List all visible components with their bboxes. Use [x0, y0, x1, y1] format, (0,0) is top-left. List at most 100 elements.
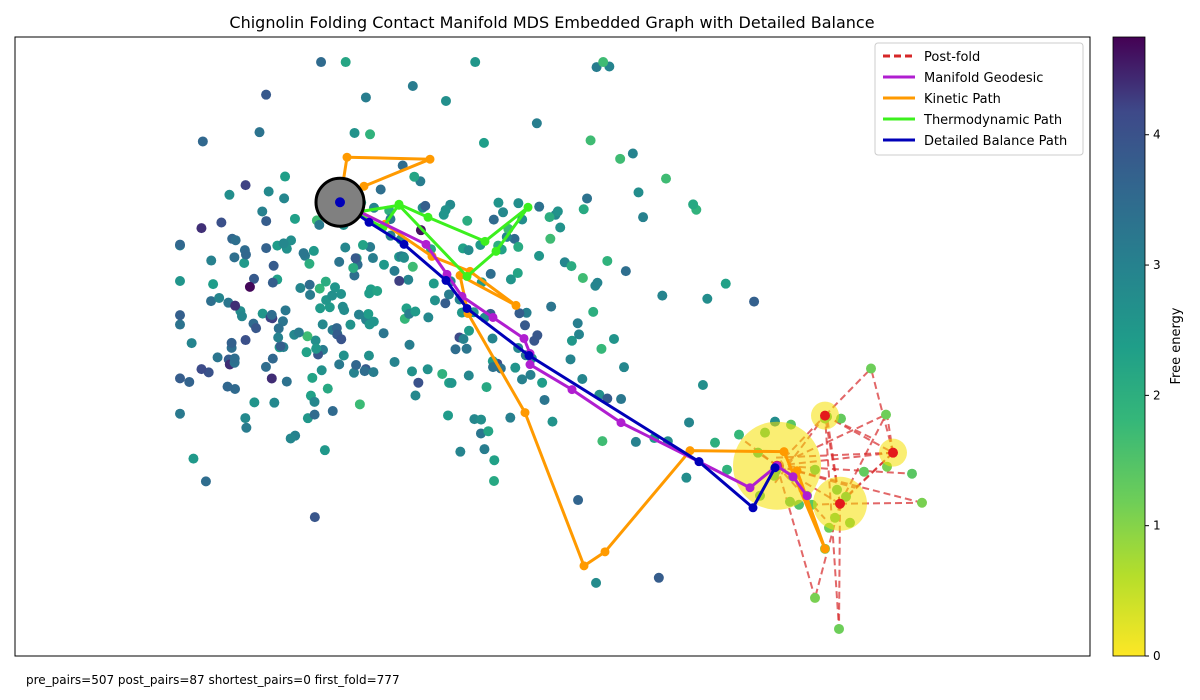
- folded-state-point: [734, 429, 744, 440]
- state-point: [531, 118, 542, 129]
- state-point: [197, 136, 208, 147]
- state-point: [353, 309, 364, 320]
- state-point: [363, 350, 374, 361]
- colorbar-ticks: 0 1 2 3 4: [1145, 128, 1161, 663]
- folded-state-point: [881, 409, 891, 420]
- kinetic-path-node: [779, 447, 789, 457]
- state-point: [409, 171, 420, 182]
- manifold-geodesic-node: [788, 472, 798, 482]
- state-point: [620, 266, 631, 277]
- state-point: [574, 329, 585, 340]
- folded-state-point: [866, 363, 876, 374]
- colorbar-label: Free energy: [1169, 307, 1184, 384]
- path-layer: [314, 152, 830, 571]
- state-point: [311, 343, 322, 354]
- manifold-geodesic-node: [525, 360, 535, 370]
- state-point: [336, 289, 347, 300]
- state-point: [615, 153, 626, 164]
- state-point: [410, 306, 421, 317]
- state-point: [443, 289, 454, 300]
- state-point: [196, 364, 207, 375]
- state-point: [463, 245, 474, 256]
- state-point: [657, 290, 668, 301]
- state-point: [357, 240, 368, 251]
- state-point: [175, 276, 185, 287]
- folded-hub-center: [835, 498, 845, 509]
- state-point: [295, 282, 306, 293]
- state-point: [206, 255, 217, 266]
- manifold-geodesic-node: [745, 483, 755, 493]
- state-point: [552, 206, 563, 217]
- state-point: [280, 171, 291, 182]
- state-point: [175, 310, 185, 321]
- state-point: [577, 273, 588, 284]
- manifold-geodesic-node: [519, 333, 529, 343]
- state-point: [348, 367, 359, 378]
- state-point: [697, 379, 708, 390]
- state-point: [521, 307, 532, 318]
- state-point: [578, 204, 589, 215]
- thermodynamic-path-node: [394, 200, 404, 210]
- detailed-balance-path-node: [364, 217, 374, 227]
- state-point: [261, 216, 272, 227]
- state-point: [458, 333, 469, 344]
- state-point: [379, 259, 390, 270]
- state-point: [224, 189, 235, 200]
- state-point: [226, 337, 237, 348]
- state-point: [585, 135, 596, 146]
- state-point: [483, 426, 494, 437]
- state-point: [363, 308, 374, 319]
- state-point: [367, 253, 378, 264]
- state-point: [591, 577, 602, 588]
- state-point: [289, 213, 300, 224]
- state-point: [498, 207, 509, 218]
- thermodynamic-path-node: [491, 246, 501, 256]
- state-point: [230, 300, 241, 311]
- chart-title: Chignolin Folding Contact Manifold MDS E…: [229, 13, 874, 32]
- state-point: [212, 352, 223, 363]
- state-point: [619, 362, 630, 373]
- state-point: [254, 127, 265, 138]
- kinetic-path-node: [425, 154, 435, 164]
- state-point: [349, 270, 360, 281]
- state-point: [565, 354, 576, 365]
- state-point: [350, 253, 361, 264]
- state-point: [375, 184, 386, 195]
- state-point: [378, 328, 389, 339]
- state-point: [633, 187, 644, 198]
- state-point: [364, 288, 375, 299]
- state-point: [573, 495, 584, 506]
- kinetic-path-node: [511, 300, 521, 310]
- state-point: [309, 409, 320, 420]
- detailed-balance-path-node: [441, 275, 451, 285]
- state-point: [298, 248, 309, 259]
- state-point: [273, 332, 284, 343]
- state-point: [305, 289, 316, 300]
- thermodynamic-path-node: [480, 236, 490, 246]
- state-point: [268, 260, 279, 271]
- state-point: [608, 333, 619, 344]
- state-point: [314, 283, 325, 294]
- folded-hub-center: [820, 410, 830, 421]
- state-point: [517, 374, 528, 385]
- state-point: [545, 233, 556, 244]
- state-point: [302, 331, 313, 342]
- state-point: [488, 214, 499, 225]
- kinetic-path: [338, 155, 827, 568]
- colorbar-tick-label: 3: [1153, 258, 1161, 272]
- post-fold-edge: [838, 503, 841, 629]
- state-point: [349, 127, 360, 138]
- state-point: [478, 137, 489, 148]
- state-point: [577, 374, 588, 385]
- state-point: [429, 295, 440, 306]
- state-point: [598, 57, 609, 68]
- state-point: [309, 512, 320, 523]
- state-point: [464, 325, 475, 336]
- state-point: [368, 367, 379, 378]
- state-point: [196, 223, 207, 234]
- state-point: [175, 239, 185, 250]
- state-point: [320, 276, 331, 287]
- state-point: [684, 417, 695, 428]
- state-point: [359, 366, 370, 377]
